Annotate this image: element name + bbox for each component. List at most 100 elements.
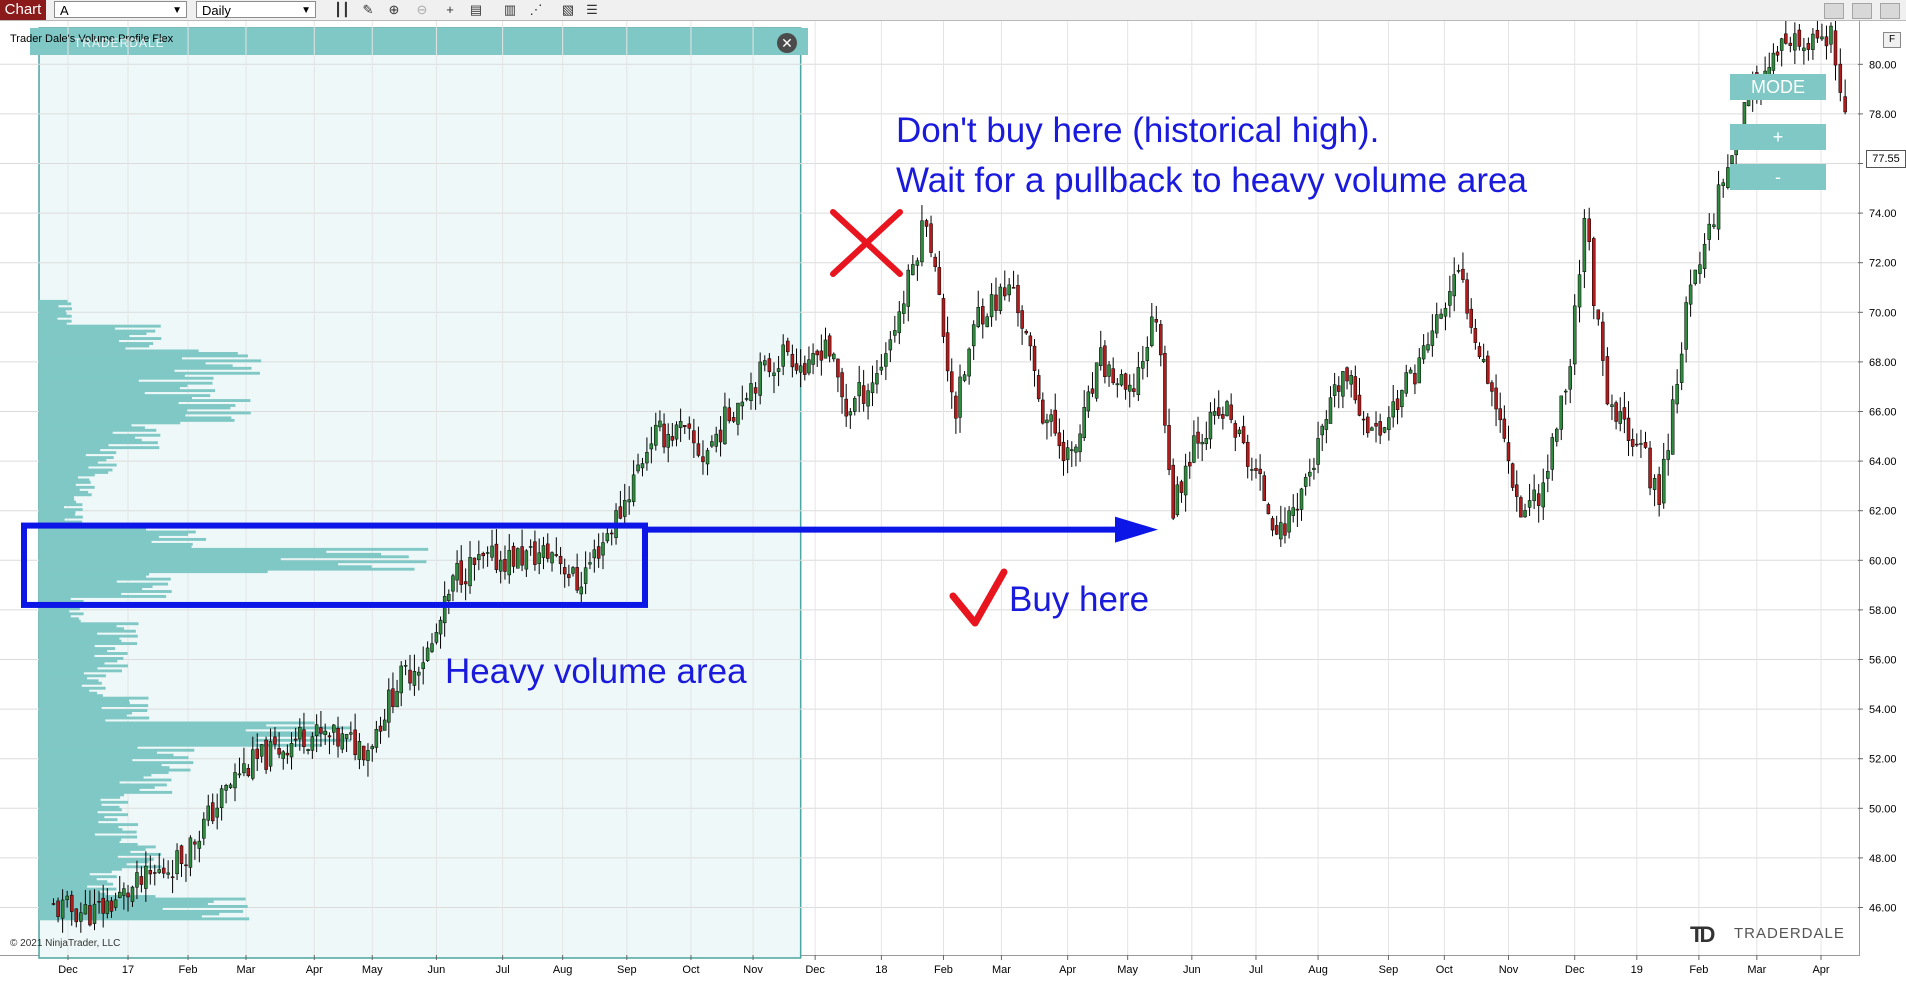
candle-down [1657, 474, 1661, 505]
volume-profile-header [30, 28, 808, 55]
minimize-button[interactable] [1824, 3, 1844, 19]
candle-up [897, 311, 902, 334]
profile-bar [39, 503, 83, 507]
candle-down [1596, 309, 1601, 320]
properties-icon[interactable]: ▤ [469, 2, 483, 17]
candle-up [1779, 38, 1784, 51]
candle-up [967, 348, 971, 377]
candle-up [1086, 391, 1091, 412]
profile-bar [39, 468, 113, 472]
zoom-out-icon[interactable]: ⊖ [416, 2, 428, 17]
candle-down [954, 395, 958, 419]
profile-bar [39, 413, 186, 417]
candle-up [251, 749, 255, 779]
candle-down [786, 340, 790, 353]
profile-bar [39, 619, 81, 623]
zoom-in-icon[interactable]: ⊕ [388, 2, 400, 17]
y-tick-label: 50.00 [1869, 803, 1897, 815]
candle-up [1618, 411, 1622, 424]
candle-up [962, 374, 967, 381]
candle-down [1345, 367, 1349, 382]
candle-down [1216, 407, 1221, 416]
profile-bar [39, 438, 142, 442]
candle-down [836, 358, 840, 378]
candle-up [468, 557, 472, 587]
profile-bar [39, 418, 235, 422]
profile-bar [39, 436, 136, 440]
candle-up [331, 724, 336, 733]
x-tick-label: 18 [875, 964, 887, 976]
instrument-select[interactable]: A ▼ [54, 1, 187, 18]
y-tick-label: 72.00 [1869, 258, 1897, 270]
indicator-label: Trader Dale's Volume Profile Flex [10, 33, 173, 45]
candle-up [1829, 25, 1833, 45]
maximize-button[interactable] [1852, 3, 1872, 19]
profile-bar [39, 431, 113, 435]
candle-down [692, 430, 696, 444]
profile-bar [39, 781, 120, 784]
candle-up [1716, 184, 1721, 230]
order-list-icon[interactable]: ☰ [586, 2, 598, 17]
candle-up [403, 665, 408, 667]
profile-bar [39, 428, 157, 432]
bar-type-icon[interactable]: ┃┃ [334, 2, 350, 17]
candle-up [434, 632, 439, 643]
candle-up [1408, 369, 1413, 374]
candle-up [636, 464, 640, 472]
candle-up [1107, 364, 1111, 377]
profile-bar [39, 324, 161, 328]
pin-button[interactable]: F [1883, 32, 1901, 48]
candle-up [740, 401, 745, 407]
data-box-icon[interactable]: ▧ [561, 2, 575, 17]
candle-up [1183, 465, 1188, 496]
y-tick-label: 74.00 [1869, 208, 1897, 220]
candle-down [941, 298, 946, 337]
candle-down [1365, 416, 1370, 434]
candle-up [772, 372, 776, 377]
plus-button[interactable]: + [1730, 124, 1826, 150]
candle-up [971, 324, 976, 347]
profile-bar [39, 329, 156, 333]
candle-up [989, 294, 994, 318]
mode-button[interactable]: MODE [1730, 74, 1826, 100]
profile-bar [39, 880, 108, 884]
profile-bar [39, 545, 192, 549]
profile-bar [39, 505, 64, 509]
profile-bar [39, 555, 409, 559]
candle-down [1003, 287, 1007, 297]
y-tick-label: 80.00 [1869, 59, 1897, 71]
interval-select[interactable]: Daily ▼ [196, 1, 316, 18]
tab-chart[interactable]: Chart [0, 0, 46, 20]
y-tick-label: 58.00 [1869, 605, 1897, 617]
crosshair-icon[interactable]: + [446, 2, 454, 17]
candle-up [857, 382, 861, 397]
y-tick-label: 62.00 [1869, 506, 1897, 518]
red-x-stroke-2 [830, 209, 903, 277]
candle-down [1806, 43, 1811, 50]
candle-up [915, 260, 920, 266]
candle-down [687, 423, 692, 429]
candle-down [1788, 42, 1793, 46]
candle-up [92, 903, 97, 924]
candle-down [327, 735, 332, 738]
candle-down [161, 867, 166, 874]
candle-down [683, 425, 687, 428]
chart-plot-area[interactable]: 46.00 48.00 50.00 52.00 54.00 56.00 58.00 60.00… [0, 21, 1897, 976]
drawing-pencil-icon[interactable]: ✎ [362, 2, 374, 17]
candle-up [507, 550, 512, 576]
strategies-icon[interactable]: ⋰ [529, 2, 543, 17]
profile-bar [39, 721, 315, 725]
minus-button[interactable]: - [1730, 164, 1826, 190]
candle-up [1200, 441, 1204, 445]
candle-down [139, 876, 144, 885]
candle-down [701, 456, 705, 463]
candle-up [1145, 347, 1150, 361]
candle-up [645, 452, 649, 464]
candle-down [1241, 426, 1246, 444]
candle-down [1032, 345, 1037, 371]
close-window-button[interactable] [1880, 3, 1900, 19]
close-profile-button[interactable]: ✕ [777, 33, 797, 53]
profile-bar [39, 537, 207, 541]
indicators-icon[interactable]: ▥ [503, 2, 517, 17]
candle-down [794, 363, 799, 371]
